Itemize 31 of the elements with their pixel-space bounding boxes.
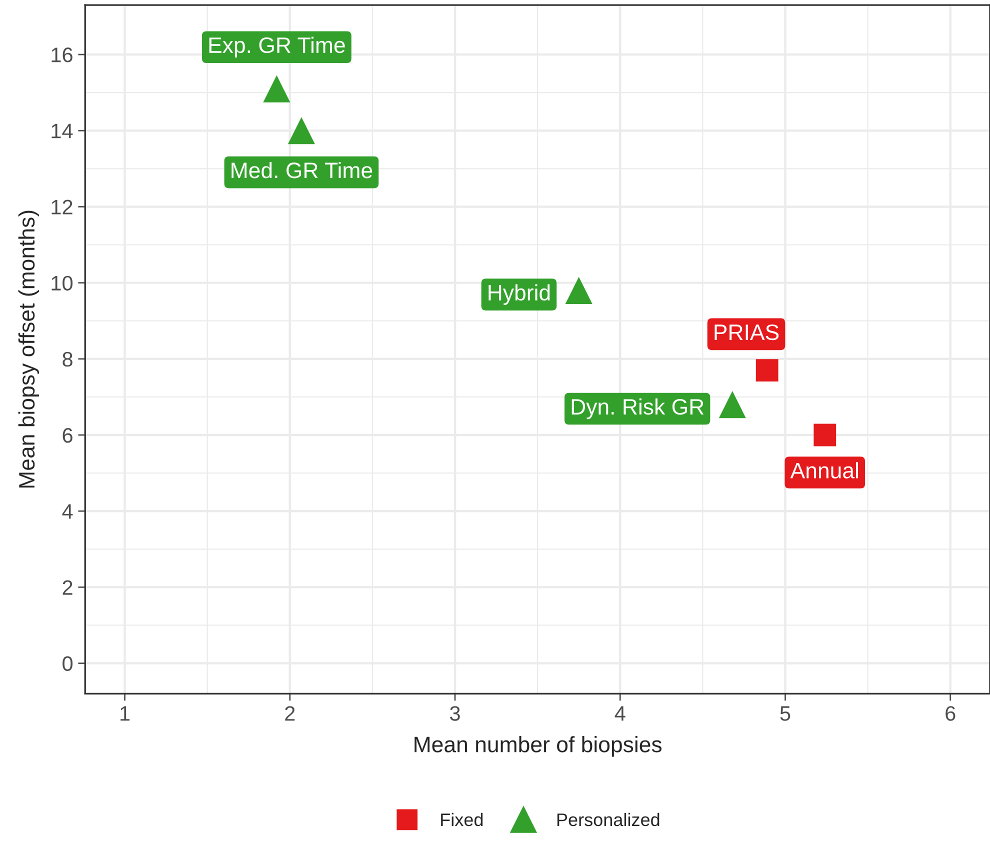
annotation: Exp. GR Time: [209, 36, 345, 58]
legend-label: Personalized: [557, 812, 660, 826]
y-tick-label: 12: [52, 200, 72, 214]
y-tick-label: 0: [62, 656, 73, 672]
point: [565, 276, 592, 304]
y-tick-label: 4: [62, 504, 73, 519]
x-tick-label: 2: [285, 706, 295, 721]
annotation: Dyn. Risk GR: [572, 398, 704, 420]
x-tick-label: 6: [946, 706, 956, 721]
x-tick-label: 4: [614, 706, 626, 721]
point: [263, 75, 290, 102]
annotation: Med. GR Time: [232, 162, 372, 178]
annotation: Hybrid: [488, 284, 550, 305]
annotation: Annual: [790, 462, 858, 478]
y-tick-label: 2: [62, 580, 72, 595]
point: [288, 117, 315, 144]
annotation: PRIAS: [714, 324, 779, 340]
x-tick-label: 5: [780, 706, 790, 721]
y-tick-label: 14: [52, 124, 73, 138]
y-tick-label: 8: [62, 352, 72, 367]
y-tick-label: 10: [52, 276, 73, 291]
y-tick-label: 6: [62, 428, 72, 443]
legend-label: Fixed: [441, 812, 483, 826]
y-axis-title: Mean biopsy offset (months): [18, 210, 40, 488]
x-tick-label: 3: [450, 706, 460, 721]
x-tick-label: 1: [120, 706, 130, 721]
y-tick-label: 16: [52, 48, 72, 62]
x-axis-title: Mean number of biopsies: [414, 736, 662, 757]
point: [756, 359, 778, 382]
point: [814, 424, 836, 446]
point: [718, 391, 746, 418]
